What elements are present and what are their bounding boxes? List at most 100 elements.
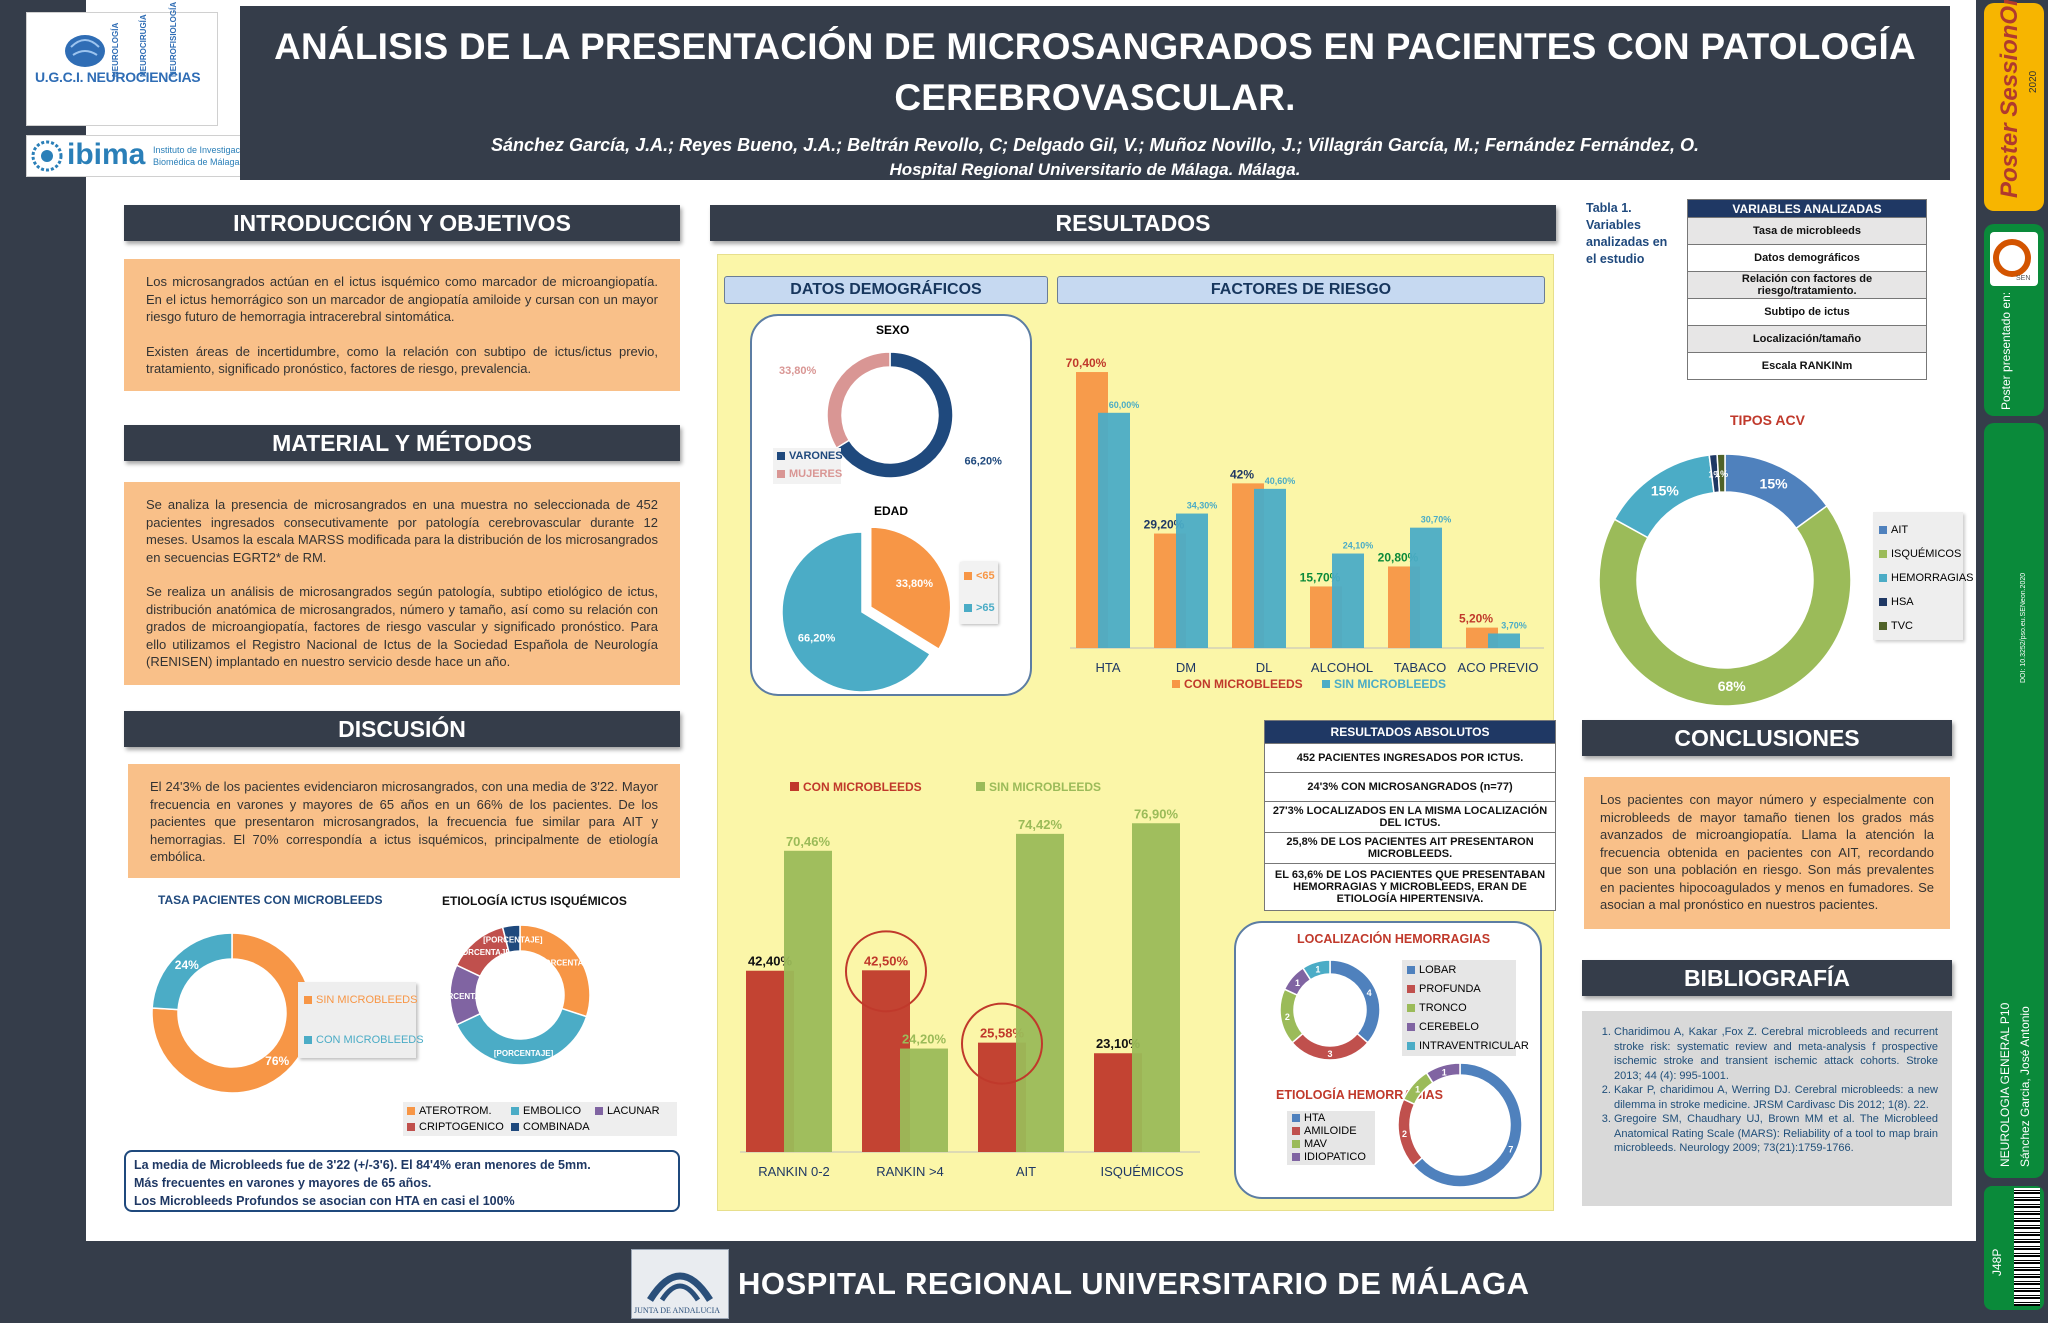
legend-sin-microbleeds: SIN MICROBLEEDS [304,994,417,1006]
tasa-slice-1 [151,932,233,1011]
risk-category-2: DL [1256,660,1273,675]
rankin-legend-label-0: CON MICROBLEEDS [803,780,922,794]
intro-heading: INTRODUCCIÓN Y OBJETIVOS [124,205,680,241]
risk-value-label-0-0: 70,40% [1066,356,1107,370]
risk-value-label-1-1: 34,30% [1187,501,1218,511]
acv-label-1: 68% [1718,678,1747,694]
risk-bar-1-1 [1176,513,1208,648]
rankin-value-label-0-3: 23,10% [1096,1036,1141,1051]
lochem-label-1: 3 [1327,1049,1332,1059]
etio-hem-pie-chart: 7 2 1 1 [1397,1062,1523,1188]
acv-slice-4 [1716,453,1726,493]
rankin-category-0: RANKIN 0-2 [758,1164,830,1179]
rankin-value-label-1-3: 76,90% [1134,806,1179,821]
rankin-category-1: RANKIN >4 [876,1164,944,1179]
risk-legend-swatch-0 [1172,680,1180,688]
etiologia-pie-chart: [PORCENTAJE] [PORCENTAJE] [PORCENTAJE] [POR… [440,924,596,1066]
absolute-results-title: RESULTADOS ABSOLUTOS [1264,720,1556,744]
etio-label-4: [PORCENTAJE] [483,935,543,944]
etiologia-title: ETIOLOGÍA ICTUS ISQUÉMICOS [442,894,627,908]
conclusions-text: Los pacientes con mayor número y especia… [1584,777,1950,929]
summary-box: La media de Microbleeds fue de 3'22 (+/-… [124,1150,680,1212]
brain-icon [65,35,105,67]
rankin-value-label-1-0: 70,46% [786,834,831,849]
risk-category-1: DM [1176,660,1196,675]
conclusions-heading: CONCLUSIONES [1582,720,1952,756]
barcode [2014,1188,2040,1306]
absolute-results-table: RESULTADOS ABSOLUTOS 452 PACIENTES INGRE… [1264,720,1556,911]
discussion-heading: DISCUSIÓN [124,711,680,747]
hospital: Hospital Regional Universitario de Málag… [889,160,1301,179]
intro-text: Los microsangrados actúan en el ictus is… [124,259,680,391]
info-strip: DOI: 10.3252/pso.eu.SENeon.2020 NEUROLOG… [1984,423,2044,1178]
rankin-value-label-0-1: 42,50% [864,953,909,968]
loc-hem-pie-chart: 4 3 2 1 1 [1279,959,1381,1061]
legend-con-microbleeds: CON MICROBLEEDS [304,1034,424,1046]
sexo-slice-1 [826,351,891,450]
etiohem-label-2: 1 [1415,1084,1420,1094]
code-strip: J48P [1984,1186,2044,1310]
rankin-legend-swatch-1 [976,782,985,791]
tasa-pie-chart: 76% 24% [151,932,313,1094]
rankin-category-3: ISQUÉMICOS [1100,1164,1183,1179]
ibima-name: ibima [67,138,146,171]
etio-label-1: [PORCENTAJE] [494,1049,554,1058]
etio-label-0: [PORCENTAJE] [536,958,596,967]
ugci-name: U.G.C.I. NEUROCIENCIAS [35,69,201,85]
risk-value-label-1-5: 3,70% [1501,620,1527,630]
risk-bar-1-5 [1488,633,1520,648]
tipos-acv-legend: AIT ISQUÉMICOS HEMORRAGIAS HSA TVC [1873,512,1974,640]
lochem-label-2: 2 [1285,1012,1290,1022]
etiohem-label-0: 7 [1508,1144,1513,1154]
risk-bar-1-3 [1332,553,1364,648]
ibima-icon [31,140,63,172]
acv-slice-1 [1598,504,1852,707]
rankin-highlight-circle-2 [961,1002,1043,1085]
risk-category-3: ALCOHOL [1311,660,1373,675]
ibima-sub2: Biomédica de Málaga [153,157,240,167]
sen-logo: SEN [1990,232,2038,286]
junta-arch-icon [647,1272,713,1302]
poster-header: ANÁLISIS DE LA PRESENTACIÓN DE MICROSANG… [240,6,1950,180]
footer-title: HOSPITAL REGIONAL UNIVERSITARIO DE MÁLAG… [738,1266,1530,1301]
discussion-text: El 24'3% de los pacientes evidenciaron m… [128,764,680,878]
acv-label-3: 1% [1708,469,1721,479]
rankin-legend-swatch-0 [790,782,799,791]
rankin-bar-1-2 [1016,833,1064,1152]
loc-hem-legend: LOBAR PROFUNDA TRONCO CEREBELO INTRAVENT… [1402,960,1529,1056]
etio-label-2: [PORCENTAJE] [440,992,493,1001]
risk-bar-1-2 [1254,488,1286,648]
rankin-bar-chart: 42,40% 70,46% RANKIN 0-2 42,50% 24,20% RANKIN… [740,780,1200,1179]
risk-value-label-1-4: 30,70% [1421,515,1452,525]
risk-value-label-1-2: 40,60% [1265,476,1296,486]
rankin-value-label-0-0: 42,40% [748,954,793,969]
etio-label-3: [PORCENTAJE] [454,948,514,957]
sexo-title: SEXO [876,323,910,337]
authors: Sánchez García, J.A.; Reyes Bueno, J.A.;… [491,135,1699,155]
risk-category-0: HTA [1095,660,1120,675]
risk-value-label-0-1: 29,20% [1144,518,1185,532]
risk-bar-1-0 [1098,412,1130,648]
sexo-legend: VARONES MUJERES [773,448,843,484]
edad-slice-0 [869,526,952,651]
lochem-label-4: 1 [1315,965,1320,975]
acv-label-4: 1% [1715,469,1728,479]
results-heading: RESULTADOS [710,205,1556,241]
sexo-pie-chart: 66,20% 33,80% [779,351,1002,479]
methods-text: Se analiza la presencia de microsangrado… [124,482,680,685]
risk-factors-heading: FACTORES DE RIESGO [1057,276,1545,304]
risk-legend-label-1: SIN MICROBLEEDS [1334,677,1446,691]
bibliography-heading: BIBLIOGRAFÍA [1582,960,1952,996]
risk-legend-swatch-1 [1322,680,1330,688]
risk-value-label-0-3: 15,70% [1300,570,1341,584]
edad-label-1: 66,20% [798,632,836,644]
risk-category-4: TABACO [1394,660,1447,675]
tasa-label-0: 76% [265,1054,289,1068]
variables-caption: Tabla 1. Variables analizadas en el estu… [1586,201,1668,266]
tasa-title: TASA PACIENTES CON MICROBLEEDS [158,893,383,907]
rankin-highlight-circle-1 [845,930,927,1013]
edad-label-0: 33,80% [896,578,934,590]
junta-logo: JUNTA DE ANDALUCIA [631,1249,729,1319]
etio-slice-4 [501,924,521,954]
etiohem-label-1: 2 [1402,1129,1407,1139]
